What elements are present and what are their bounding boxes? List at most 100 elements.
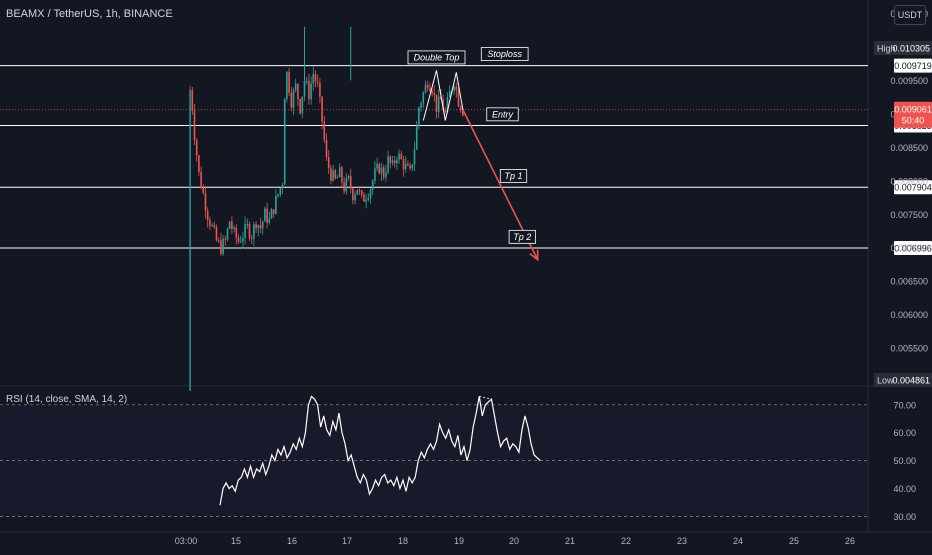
candle-body bbox=[365, 199, 367, 202]
annotation-text: Tp 1 bbox=[504, 171, 522, 181]
time-tick-label: 25 bbox=[789, 536, 799, 546]
annotation-text: Tp 2 bbox=[513, 232, 531, 242]
candle-body bbox=[310, 83, 312, 100]
annotation-box bbox=[486, 107, 519, 122]
candle-body bbox=[193, 110, 196, 141]
candle-body bbox=[323, 121, 326, 140]
candle-body bbox=[409, 165, 411, 169]
candle-body bbox=[389, 156, 392, 163]
current-price-tag bbox=[894, 101, 932, 128]
candle-body bbox=[404, 163, 407, 170]
price-tick-label: 0.008000 bbox=[890, 176, 928, 186]
price-tick-label: 0.007000 bbox=[890, 243, 928, 253]
candle-body bbox=[369, 189, 372, 198]
candle-body bbox=[396, 159, 398, 164]
candle-body bbox=[380, 167, 383, 174]
candle-body bbox=[462, 110, 464, 116]
candle-body bbox=[453, 86, 455, 91]
candle-body bbox=[253, 224, 255, 239]
candle-body bbox=[195, 140, 198, 156]
candle-body bbox=[235, 227, 238, 238]
candle-body bbox=[382, 167, 385, 178]
currency-button[interactable]: USDT bbox=[894, 5, 926, 25]
candle-body bbox=[206, 210, 209, 220]
candle-body bbox=[367, 197, 370, 200]
candle-body bbox=[442, 99, 444, 110]
candle-body bbox=[301, 96, 304, 114]
candle-body bbox=[316, 81, 319, 83]
candle-body bbox=[385, 172, 387, 178]
price-level-tag bbox=[894, 180, 932, 195]
candle-body bbox=[327, 157, 330, 169]
candle-body bbox=[429, 87, 431, 92]
candle-body bbox=[360, 190, 363, 195]
candle-body bbox=[387, 156, 389, 173]
candle-body bbox=[213, 225, 216, 228]
rsi-tick-label: 60.00 bbox=[893, 428, 916, 438]
high-tag bbox=[874, 41, 932, 55]
candle-body bbox=[255, 224, 257, 229]
candle-body bbox=[246, 224, 249, 226]
price-level-label: 0.009719 bbox=[894, 61, 932, 71]
candle-body bbox=[349, 175, 352, 189]
candle-body bbox=[356, 189, 359, 195]
annotation-box bbox=[508, 229, 536, 244]
candle-body bbox=[290, 92, 293, 108]
candle-body bbox=[231, 221, 233, 229]
candle-body bbox=[319, 82, 321, 97]
candle-body bbox=[444, 109, 447, 112]
candle-body bbox=[448, 91, 451, 98]
candle-body bbox=[420, 103, 422, 108]
candle-body bbox=[391, 160, 394, 163]
candle-body bbox=[455, 86, 458, 90]
rsi-tick-label: 40.00 bbox=[893, 484, 916, 494]
candle-body bbox=[277, 194, 279, 196]
candle-body bbox=[248, 224, 251, 239]
candle-body bbox=[275, 195, 277, 214]
time-tick-label: 15 bbox=[231, 536, 241, 546]
candle-body bbox=[402, 159, 405, 170]
candle-body bbox=[283, 99, 286, 185]
candle-body bbox=[279, 187, 282, 195]
time-tick-label: 18 bbox=[398, 536, 408, 546]
low-tag-label: Low bbox=[877, 376, 894, 386]
price-level-tag bbox=[894, 58, 932, 73]
candle-body bbox=[413, 149, 416, 165]
candle-body bbox=[411, 164, 414, 169]
candle-body bbox=[314, 74, 317, 82]
candle-body bbox=[266, 208, 268, 223]
candle-body bbox=[321, 96, 323, 122]
candle-body bbox=[281, 184, 284, 188]
candle-body bbox=[204, 193, 207, 211]
candle-body bbox=[292, 90, 295, 108]
candle-body bbox=[332, 170, 334, 181]
candle-body bbox=[354, 194, 356, 201]
candle-body bbox=[347, 175, 350, 179]
candle-body bbox=[202, 188, 205, 194]
candle-body bbox=[215, 227, 218, 241]
rsi-line bbox=[219, 395, 541, 506]
annotation-label: Double Top bbox=[407, 50, 466, 65]
candle-body bbox=[200, 171, 202, 189]
candle-body bbox=[233, 227, 235, 229]
time-tick-label: 23 bbox=[677, 536, 687, 546]
annotation-text: Stoploss bbox=[487, 49, 522, 59]
price-tick-label: 0.005500 bbox=[890, 344, 928, 354]
candle-body bbox=[308, 81, 310, 100]
candle-body bbox=[191, 90, 194, 111]
price-tick-label: 0.007500 bbox=[890, 210, 928, 220]
candle-body bbox=[244, 224, 246, 238]
candle-body bbox=[431, 91, 433, 94]
price-level-label: 0.007904 bbox=[894, 183, 932, 193]
candle-body bbox=[345, 178, 348, 192]
annotation-box bbox=[499, 169, 528, 183]
candle-body bbox=[363, 194, 365, 202]
annotation-label: Stoploss bbox=[480, 47, 529, 61]
price-level-tag bbox=[894, 241, 932, 256]
high-tag-value: 0.010305 bbox=[892, 44, 930, 54]
candle-body bbox=[217, 240, 220, 242]
candle-body bbox=[272, 209, 275, 214]
candle-body bbox=[446, 97, 449, 112]
